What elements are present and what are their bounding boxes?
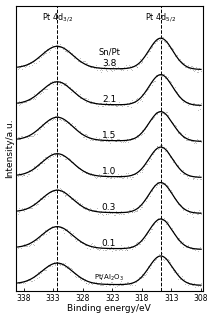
Text: 3.8: 3.8 <box>102 59 116 68</box>
Text: 2.1: 2.1 <box>102 95 116 104</box>
X-axis label: Binding energy/eV: Binding energy/eV <box>67 304 151 314</box>
Text: 1.5: 1.5 <box>102 131 116 140</box>
Y-axis label: Intensity/a.u.: Intensity/a.u. <box>6 119 15 178</box>
Text: Pt 4d$_{3/2}$: Pt 4d$_{3/2}$ <box>42 11 73 24</box>
Text: 0.3: 0.3 <box>102 203 116 212</box>
Text: Pt/Al$_2$O$_3$: Pt/Al$_2$O$_3$ <box>94 273 124 283</box>
Text: Pt 4d$_{5/2}$: Pt 4d$_{5/2}$ <box>145 11 176 24</box>
Text: Sn/Pt: Sn/Pt <box>98 48 120 57</box>
Text: 0.1: 0.1 <box>102 239 116 248</box>
Text: 1.0: 1.0 <box>102 167 116 176</box>
